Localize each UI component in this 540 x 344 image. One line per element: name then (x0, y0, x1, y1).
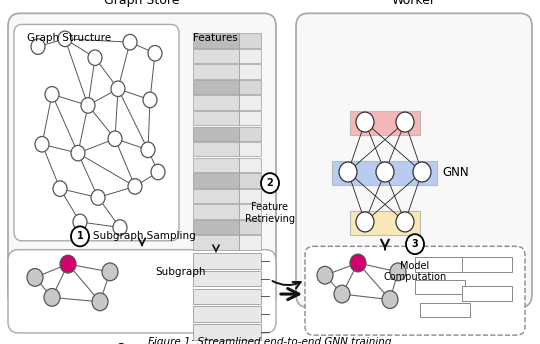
Circle shape (376, 162, 394, 182)
Text: 3: 3 (411, 239, 418, 249)
Bar (239, 33, 261, 48)
Bar (193, 33, 239, 48)
Circle shape (53, 181, 67, 196)
Bar (193, 204, 239, 218)
Circle shape (317, 266, 333, 284)
Circle shape (81, 98, 95, 113)
Circle shape (382, 291, 398, 309)
Circle shape (44, 289, 60, 306)
Bar (239, 204, 261, 218)
Circle shape (261, 173, 279, 193)
Bar (193, 49, 239, 63)
Bar (239, 80, 261, 94)
Circle shape (356, 212, 374, 232)
Bar (193, 80, 239, 94)
Circle shape (413, 162, 431, 182)
Circle shape (71, 146, 85, 161)
Circle shape (141, 142, 155, 158)
Text: Feature
Retrieving: Feature Retrieving (245, 202, 295, 224)
Circle shape (31, 39, 45, 54)
Circle shape (88, 50, 102, 65)
Bar (420, 303, 470, 318)
Circle shape (339, 162, 357, 182)
FancyBboxPatch shape (305, 246, 525, 335)
Bar (239, 235, 261, 250)
Circle shape (123, 34, 137, 50)
Circle shape (35, 137, 49, 152)
Circle shape (334, 285, 350, 303)
Bar (239, 158, 261, 172)
Bar (415, 280, 465, 294)
Text: Subgraph Sampling: Subgraph Sampling (93, 232, 195, 241)
Bar (462, 257, 512, 272)
Bar (239, 220, 261, 234)
Text: Model
Computation: Model Computation (383, 261, 447, 282)
Circle shape (73, 214, 87, 230)
Text: 2: 2 (267, 178, 273, 188)
Bar (239, 49, 261, 63)
Circle shape (356, 112, 374, 132)
Bar (193, 173, 239, 187)
Text: Figure 1: Streamlined end-to-end GNN training: Figure 1: Streamlined end-to-end GNN tra… (148, 337, 392, 344)
Bar (193, 189, 239, 203)
Text: Worker: Worker (392, 0, 436, 7)
Bar (415, 257, 465, 272)
Circle shape (148, 45, 162, 61)
Bar (193, 235, 239, 250)
Bar (193, 111, 239, 126)
Bar (239, 189, 261, 203)
Bar (239, 111, 261, 126)
Bar (239, 64, 261, 79)
Circle shape (92, 293, 108, 311)
Circle shape (111, 81, 125, 97)
Bar (193, 253, 261, 269)
FancyBboxPatch shape (296, 13, 532, 308)
Circle shape (113, 220, 127, 235)
Circle shape (58, 31, 72, 46)
Bar (193, 127, 239, 141)
Circle shape (60, 255, 76, 273)
Circle shape (91, 190, 105, 205)
Bar (193, 289, 261, 304)
Circle shape (396, 212, 414, 232)
Circle shape (128, 179, 142, 194)
FancyBboxPatch shape (8, 250, 276, 333)
Bar (332, 161, 437, 185)
Bar (193, 220, 239, 234)
FancyBboxPatch shape (8, 13, 276, 308)
Circle shape (151, 164, 165, 180)
Circle shape (396, 112, 414, 132)
Bar (193, 324, 261, 340)
Text: Features: Features (193, 33, 238, 43)
Bar (239, 127, 261, 141)
Circle shape (406, 234, 424, 254)
Bar (193, 95, 239, 110)
Text: Sampler: Sampler (116, 342, 168, 344)
Bar (239, 142, 261, 157)
Circle shape (102, 263, 118, 281)
Circle shape (143, 92, 157, 108)
Bar (462, 286, 512, 301)
Circle shape (45, 87, 59, 102)
Text: Subgraph: Subgraph (155, 267, 206, 277)
Bar (193, 142, 239, 157)
Circle shape (108, 131, 122, 147)
Circle shape (390, 263, 406, 281)
Circle shape (350, 254, 366, 272)
Bar (193, 158, 239, 172)
FancyBboxPatch shape (14, 24, 179, 241)
Text: Graph Structure: Graph Structure (27, 33, 111, 43)
Text: GNN: GNN (442, 165, 469, 179)
Circle shape (71, 226, 89, 246)
Bar (193, 271, 261, 286)
Text: 1: 1 (77, 232, 83, 241)
Bar (193, 64, 239, 79)
Bar (239, 95, 261, 110)
Bar (350, 211, 420, 235)
Text: Graph Store: Graph Store (104, 0, 180, 7)
Circle shape (27, 269, 43, 286)
Bar (350, 111, 420, 136)
Bar (239, 173, 261, 187)
Bar (193, 306, 261, 322)
